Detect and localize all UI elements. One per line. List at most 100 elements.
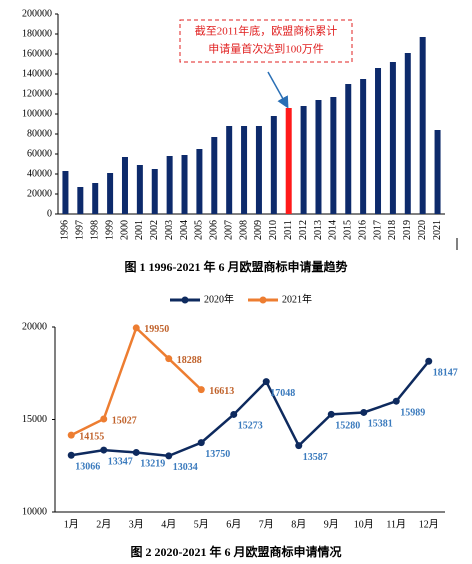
bar (315, 100, 322, 214)
x-tick-label: 9月 (324, 518, 339, 530)
bar (92, 183, 99, 214)
x-tick-label: 2003 (164, 220, 175, 240)
legend-marker (259, 296, 267, 304)
bar (107, 173, 114, 214)
bar (434, 130, 441, 214)
bar (285, 108, 292, 214)
x-tick-label: 2002 (149, 220, 160, 240)
point (165, 452, 173, 460)
bar (270, 116, 277, 214)
x-tick-label: 2000 (119, 220, 130, 240)
data-label: 13034 (173, 462, 198, 473)
bar (419, 37, 426, 214)
y-tick-label: 80000 (27, 128, 52, 139)
x-tick-label: 1月 (64, 518, 79, 530)
y-tick-label: 40000 (27, 168, 52, 179)
bar (121, 157, 128, 214)
bar (255, 126, 262, 214)
x-tick-label: 1996 (60, 220, 71, 240)
y-tick-label: 0 (47, 208, 52, 219)
bar (389, 62, 396, 214)
point (67, 431, 75, 439)
data-label: 13347 (108, 456, 133, 467)
data-label: 15280 (335, 421, 360, 432)
caption: 图 1 1996-2021 年 6 月欧盟商标申请量趋势 (125, 259, 348, 274)
bar (77, 187, 84, 214)
data-label: 17048 (270, 388, 295, 399)
data-label: 16613 (209, 386, 234, 397)
point (425, 357, 433, 365)
bar (404, 53, 411, 214)
y-tick-label: 10000 (22, 506, 47, 517)
x-tick-label: 2012 (298, 220, 309, 240)
point (132, 324, 140, 332)
point (197, 439, 205, 447)
x-tick-label: 2008 (238, 220, 249, 240)
legend-label: 2021年 (282, 292, 312, 305)
x-tick-label: 1998 (90, 220, 101, 240)
point (360, 408, 368, 416)
data-label: 18147 (433, 368, 458, 379)
bar (226, 126, 233, 214)
point (165, 355, 173, 363)
point (100, 415, 108, 423)
point (67, 451, 75, 459)
point (295, 442, 303, 450)
x-tick-label: 2020 (417, 220, 428, 240)
data-label: 13066 (75, 462, 100, 473)
data-label: 15381 (368, 419, 393, 430)
bar (62, 171, 69, 214)
data-label: 15273 (238, 421, 263, 432)
bar (136, 165, 143, 214)
y-tick-label: 20000 (27, 188, 52, 199)
point (230, 410, 238, 418)
x-tick-label: 2009 (253, 220, 264, 240)
y-tick-label: 120000 (22, 88, 52, 99)
y-tick-label: 160000 (22, 48, 52, 59)
data-label: 13587 (303, 452, 328, 463)
x-tick-label: 6月 (226, 518, 241, 530)
bar (241, 126, 248, 214)
bar (196, 149, 203, 214)
y-tick-label: 140000 (22, 68, 52, 79)
data-label: 18288 (177, 355, 202, 366)
legend-label: 2020年 (204, 292, 234, 305)
x-tick-label: 2001 (134, 220, 145, 240)
legend-marker (181, 296, 189, 304)
x-tick-label: 2016 (357, 220, 368, 240)
data-label: 13219 (140, 459, 165, 470)
bar (300, 106, 307, 214)
y-tick-label: 200000 (22, 8, 52, 19)
x-tick-label: 5月 (194, 518, 209, 530)
x-tick-label: 12月 (419, 518, 439, 530)
x-tick-label: 2004 (179, 220, 190, 240)
x-tick-label: 2018 (387, 220, 398, 240)
x-tick-label: 2013 (313, 220, 324, 240)
data-label: 19950 (144, 324, 169, 335)
x-tick-label: 2014 (328, 220, 339, 240)
y-tick-label: 100000 (22, 108, 52, 119)
annotation-arrow (267, 71, 289, 109)
series-line (71, 360, 430, 458)
bar (181, 155, 188, 214)
x-tick-label: 2007 (223, 220, 234, 240)
bar (151, 169, 158, 214)
x-tick-label: 2017 (372, 220, 383, 240)
bar (166, 156, 173, 214)
bar (375, 68, 382, 214)
annotation: 申请量首次达到100万件 (208, 42, 324, 56)
x-tick-label: 11月 (386, 518, 406, 530)
y-tick-label: 20000 (22, 321, 47, 332)
x-tick-label: 2005 (194, 220, 205, 240)
bar (360, 79, 367, 214)
data-label: 15027 (112, 415, 137, 426)
point (327, 410, 335, 418)
y-tick-label: 15000 (22, 414, 47, 425)
caption: 图 2 2020-2021 年 6 月欧盟商标申请情况 (131, 544, 342, 559)
bar (345, 84, 352, 214)
point (197, 386, 205, 394)
data-label: 15989 (400, 408, 425, 419)
x-tick-label: 2011 (283, 220, 294, 240)
data-label: 13750 (205, 449, 230, 460)
